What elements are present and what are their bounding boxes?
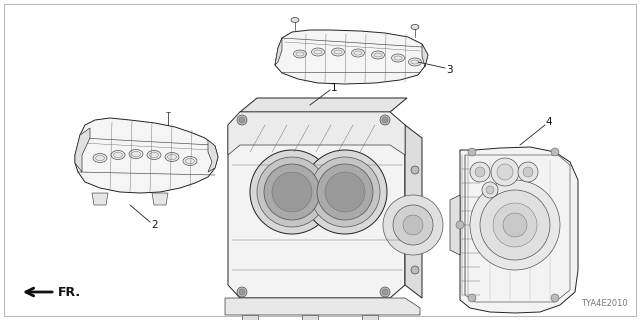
Ellipse shape xyxy=(93,154,107,163)
Ellipse shape xyxy=(291,18,299,22)
Circle shape xyxy=(491,158,519,186)
Circle shape xyxy=(250,150,334,234)
Polygon shape xyxy=(228,112,405,298)
Ellipse shape xyxy=(129,149,143,158)
Circle shape xyxy=(237,287,247,297)
Circle shape xyxy=(493,203,537,247)
Circle shape xyxy=(497,164,513,180)
Polygon shape xyxy=(422,44,428,67)
Circle shape xyxy=(382,117,388,123)
Circle shape xyxy=(383,195,443,255)
Polygon shape xyxy=(228,112,405,155)
Ellipse shape xyxy=(147,150,161,159)
Circle shape xyxy=(317,164,373,220)
Circle shape xyxy=(468,148,476,156)
Polygon shape xyxy=(275,38,282,65)
Circle shape xyxy=(518,162,538,182)
Circle shape xyxy=(456,221,464,229)
Circle shape xyxy=(551,294,559,302)
Ellipse shape xyxy=(183,156,197,165)
Ellipse shape xyxy=(332,48,344,56)
Circle shape xyxy=(470,162,490,182)
Circle shape xyxy=(470,180,560,270)
Circle shape xyxy=(411,266,419,274)
Polygon shape xyxy=(152,193,168,205)
Text: 3: 3 xyxy=(445,65,452,75)
Circle shape xyxy=(411,216,419,224)
Polygon shape xyxy=(208,140,218,172)
Circle shape xyxy=(503,213,527,237)
Polygon shape xyxy=(450,195,460,255)
Ellipse shape xyxy=(312,48,324,56)
Circle shape xyxy=(475,167,485,177)
Circle shape xyxy=(237,115,247,125)
Circle shape xyxy=(310,157,380,227)
Text: TYA4E2010: TYA4E2010 xyxy=(581,299,628,308)
Ellipse shape xyxy=(371,51,385,59)
Circle shape xyxy=(382,289,388,295)
Polygon shape xyxy=(75,128,90,172)
Circle shape xyxy=(523,167,533,177)
Polygon shape xyxy=(275,30,428,84)
Ellipse shape xyxy=(411,25,419,29)
Ellipse shape xyxy=(392,54,404,62)
Polygon shape xyxy=(302,315,318,320)
Circle shape xyxy=(486,186,494,194)
Polygon shape xyxy=(242,315,258,320)
Circle shape xyxy=(257,157,327,227)
Polygon shape xyxy=(240,98,407,112)
Text: 2: 2 xyxy=(152,220,158,230)
Text: 1: 1 xyxy=(331,83,337,93)
Circle shape xyxy=(480,190,550,260)
Circle shape xyxy=(403,215,423,235)
Circle shape xyxy=(380,287,390,297)
Circle shape xyxy=(264,164,320,220)
Circle shape xyxy=(325,172,365,212)
Ellipse shape xyxy=(351,49,365,57)
Circle shape xyxy=(272,172,312,212)
Ellipse shape xyxy=(165,153,179,162)
Circle shape xyxy=(482,182,498,198)
Polygon shape xyxy=(225,298,420,315)
Circle shape xyxy=(239,117,245,123)
Ellipse shape xyxy=(408,58,422,66)
Polygon shape xyxy=(75,118,218,193)
Text: FR.: FR. xyxy=(58,285,81,299)
Circle shape xyxy=(380,115,390,125)
Polygon shape xyxy=(362,315,378,320)
Polygon shape xyxy=(92,193,108,205)
Polygon shape xyxy=(405,125,422,298)
Circle shape xyxy=(239,289,245,295)
Ellipse shape xyxy=(111,150,125,159)
Polygon shape xyxy=(460,147,578,313)
Text: 4: 4 xyxy=(546,117,552,127)
Circle shape xyxy=(468,294,476,302)
Circle shape xyxy=(411,166,419,174)
Ellipse shape xyxy=(294,50,307,58)
Circle shape xyxy=(551,148,559,156)
Circle shape xyxy=(393,205,433,245)
Circle shape xyxy=(303,150,387,234)
